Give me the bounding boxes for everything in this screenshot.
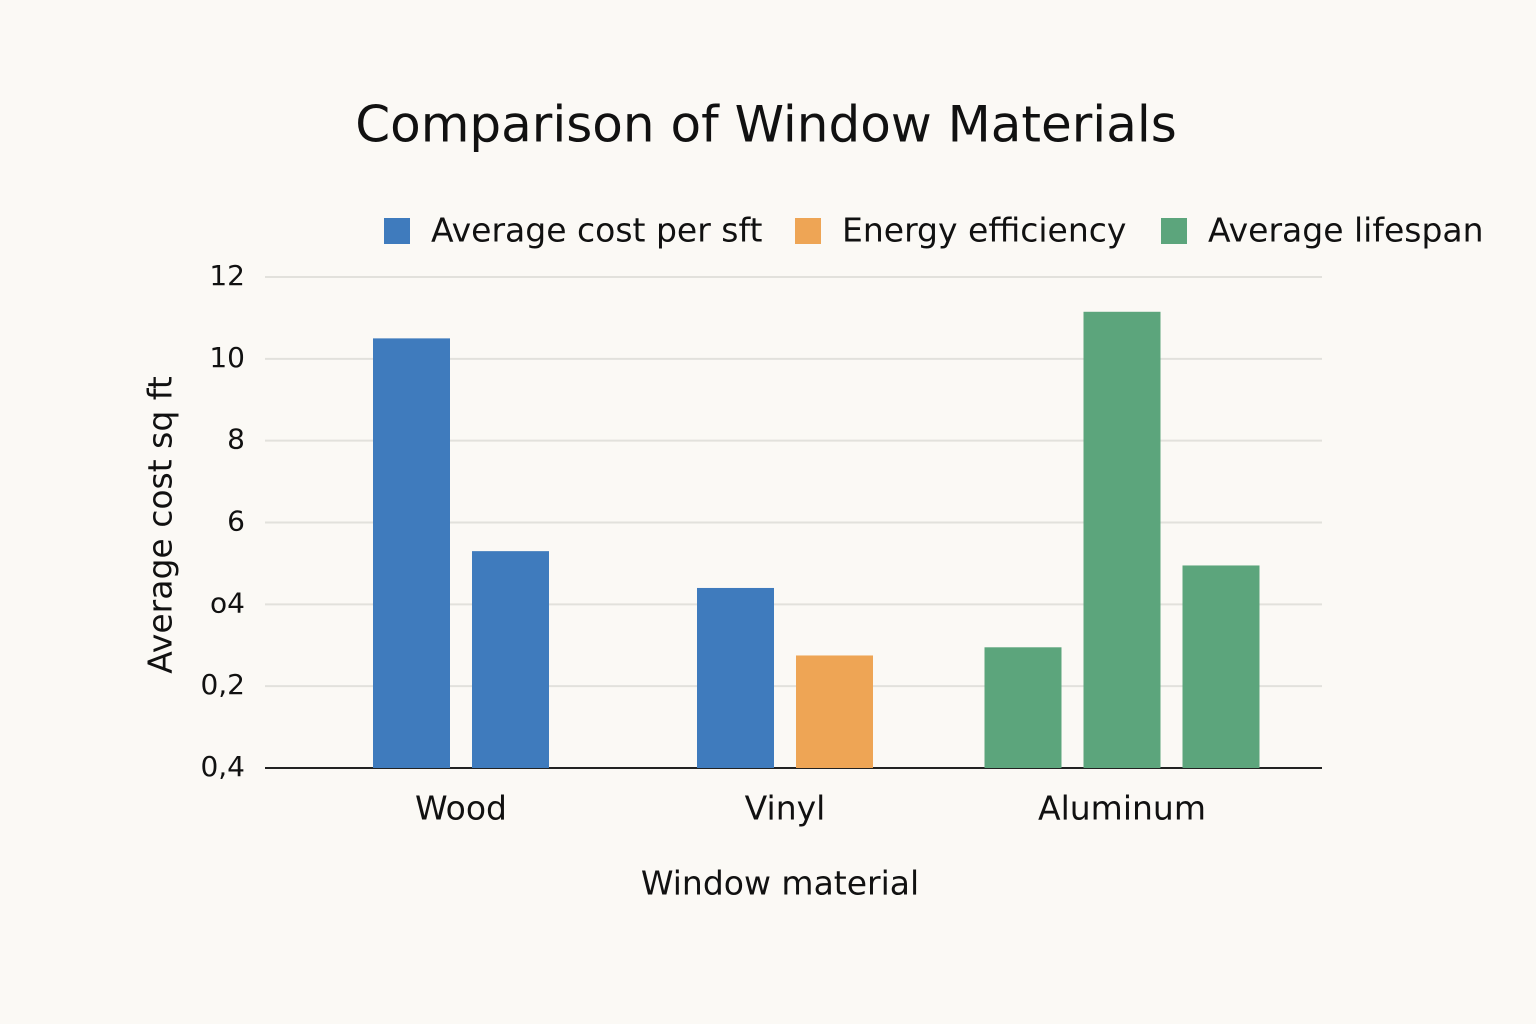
y-tick-label: 10 [209,341,245,374]
y-tick-label: 0,4 [200,750,245,783]
x-tick-label: Vinyl [745,789,826,828]
y-tick-label: 0,2 [200,668,245,701]
legend-swatch [1161,218,1187,244]
bar [697,587,774,768]
legend-swatch [384,218,410,244]
y-tick-label: 6 [227,505,245,538]
bar [1182,565,1260,768]
bar [984,647,1062,768]
y-tick-label: o4 [210,586,245,619]
legend-label: Energy efficiency [842,211,1126,250]
legend-label: Average cost per sft [431,211,762,250]
legend-swatch [795,218,821,244]
bar [1083,311,1161,768]
bar [472,551,549,768]
x-tick-label: Wood [415,789,507,828]
bar [796,655,873,768]
y-tick-label: 12 [209,259,245,292]
chart-title: Comparison of Window Materials [355,96,1177,154]
bar [373,338,450,768]
x-tick-label: Aluminum [1038,789,1206,828]
y-tick-label: 8 [227,423,245,456]
x-axis-label: Window material [641,864,919,903]
y-axis-label: Average cost sq ft [141,376,180,674]
legend-label: Average lifespan [1208,211,1484,250]
